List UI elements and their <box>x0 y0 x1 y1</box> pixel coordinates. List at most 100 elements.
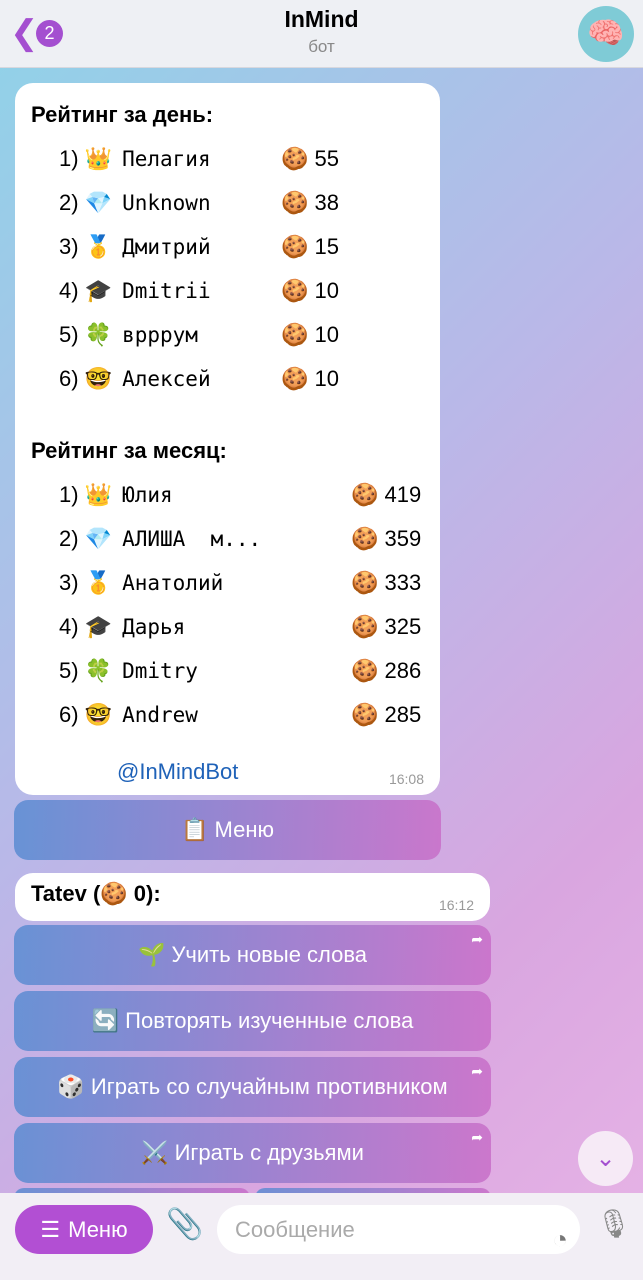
back-chevron-icon[interactable]: ❮ <box>10 14 39 52</box>
menu-label: Меню <box>68 1216 128 1242</box>
cookie-icon: 🍪 <box>351 614 379 639</box>
rating-row: 2) 💎 АЛИША м... 🍪 359 <box>31 517 424 561</box>
place-emoji-icon: 💎 <box>84 526 113 551</box>
score-value: 419 <box>384 482 422 507</box>
share-arrow-icon: ➦ <box>471 931 483 947</box>
place-emoji-icon: 🤓 <box>84 702 113 727</box>
rank: 2) <box>59 526 79 551</box>
score-value: 359 <box>384 526 422 551</box>
composer-bar: ☰ Меню 📎 Сообщение ◔ 🎙 <box>0 1193 643 1280</box>
player-score: 🍪 419 <box>351 473 421 517</box>
learn-words-button[interactable]: 🌱 Учить новые слова ➦ <box>14 925 491 985</box>
message-input[interactable]: Сообщение ◔ <box>217 1205 580 1254</box>
rating-row: 5) 🍀 Dmitry 🍪 286 <box>31 649 424 693</box>
month-rating-title: Рейтинг за месяц: <box>31 438 227 463</box>
player-score: 🍪 285 <box>351 693 421 737</box>
player-name: Анатолий <box>122 571 224 595</box>
rank: 5) <box>59 322 79 347</box>
cookie-icon: 🍪 <box>351 658 379 683</box>
player-name: Юлия <box>122 483 173 507</box>
button-label: 🎲 Играть со случайным противником <box>57 1074 448 1099</box>
rank: 3) <box>59 570 79 595</box>
rank: 2) <box>59 190 79 215</box>
brain-icon[interactable]: 🧠 <box>578 6 634 62</box>
rating-row: 3) 🥇 Анатолий 🍪 333 <box>31 561 424 605</box>
place-emoji-icon: 🥇 <box>84 570 113 595</box>
rating-row: 4) 🎓 Dmitrii 🍪 10 <box>31 269 424 313</box>
player-name: Dmitrii <box>122 279 211 303</box>
rank: 1) <box>59 482 79 507</box>
play-friends-button[interactable]: ⚔️ Играть с друзьями ➦ <box>14 1123 491 1183</box>
unread-badge[interactable]: 2 <box>36 20 63 47</box>
place-emoji-icon: 🥇 <box>84 234 113 259</box>
repeat-words-button[interactable]: 🔄 Повторять изученные слова <box>14 991 491 1051</box>
score-value: 286 <box>384 658 422 683</box>
player-name: Дмитрий <box>122 235 211 259</box>
cookie-icon: 🍪 <box>281 190 309 215</box>
score-value: 15 <box>314 234 340 259</box>
share-arrow-icon: ➦ <box>471 1129 483 1145</box>
menu-inline-button[interactable]: 📋 Меню <box>14 800 441 860</box>
scroll-down-chevron-icon[interactable]: ⌄ <box>578 1131 633 1186</box>
rating-row: 5) 🍀 врррум 🍪 10 <box>31 313 424 357</box>
score-value: 55 <box>314 146 340 171</box>
rank: 6) <box>59 366 79 391</box>
player-score: 🍪 359 <box>351 517 421 561</box>
rank: 6) <box>59 702 79 727</box>
sticker-icon[interactable]: ◔ <box>552 1224 568 1254</box>
score-value: 10 <box>314 366 340 391</box>
rating-message: Рейтинг за день: 1) 👑 Пелагия 🍪 55 2) 💎 Unkn… <box>15 83 440 795</box>
score-value: 325 <box>384 614 422 639</box>
player-score: 🍪 10 <box>281 313 339 357</box>
rating-row: 1) 👑 Пелагия 🍪 55 <box>31 137 424 181</box>
player-name: Andrew <box>122 703 198 727</box>
player-name: Dmitry <box>122 659 198 683</box>
rank: 4) <box>59 614 79 639</box>
message-placeholder: Сообщение <box>235 1217 355 1242</box>
chat-title: InMind <box>284 6 359 32</box>
bot-menu-button[interactable]: ☰ Меню <box>15 1205 153 1254</box>
score-value: 333 <box>384 570 422 595</box>
cookie-icon: 🍪 <box>281 234 309 259</box>
player-score: 🍪 286 <box>351 649 421 693</box>
hamburger-icon: ☰ <box>40 1216 61 1242</box>
player-score: 🍪 15 <box>281 225 339 269</box>
score-value: 10 <box>314 322 340 347</box>
player-name: врррум <box>122 323 198 347</box>
cookie-icon: 🍪 <box>351 702 379 727</box>
chat-header: ❮ 2 InMind бот 🧠 <box>0 0 643 68</box>
player-name: Дарья <box>122 615 186 639</box>
rating-row: 6) 🤓 Andrew 🍪 285 <box>31 693 424 737</box>
rank: 5) <box>59 658 79 683</box>
player-score: 🍪 10 <box>281 357 339 401</box>
place-emoji-icon: 🍀 <box>84 322 113 347</box>
player-score: 🍪 38 <box>281 181 339 225</box>
button-label: ⚔️ Играть с друзьями <box>141 1140 364 1165</box>
player-score: 🍪 55 <box>281 137 339 181</box>
player-score: 🍪 325 <box>351 605 421 649</box>
rank: 4) <box>59 278 79 303</box>
player-name: Unknown <box>122 191 211 215</box>
rating-row: 2) 💎 Unknown 🍪 38 <box>31 181 424 225</box>
place-emoji-icon: 🤓 <box>84 366 113 391</box>
message-time: 16:12 <box>438 897 474 913</box>
score-value: 10 <box>314 278 340 303</box>
chat-subtitle: бот <box>308 37 335 56</box>
paperclip-icon[interactable]: 📎 <box>166 1208 204 1241</box>
player-name: АЛИША м... <box>122 527 262 551</box>
day-rating-title: Рейтинг за день: <box>31 102 214 127</box>
score-value: 285 <box>384 702 422 727</box>
random-opponent-button[interactable]: 🎲 Играть со случайным противником ➦ <box>14 1057 491 1117</box>
user-score-text: Tatev (🍪 0): <box>31 881 161 906</box>
cookie-icon: 🍪 <box>281 146 309 171</box>
place-emoji-icon: 👑 <box>84 482 113 507</box>
place-emoji-icon: 🎓 <box>84 278 113 303</box>
place-emoji-icon: 💎 <box>84 190 113 215</box>
bot-link[interactable]: @InMindBot <box>117 759 239 784</box>
cookie-icon: 🍪 <box>281 366 309 391</box>
cookie-icon: 🍪 <box>351 570 379 595</box>
rating-row: 1) 👑 Юлия 🍪 419 <box>31 473 424 517</box>
share-arrow-icon: ➦ <box>471 1063 483 1079</box>
rating-row: 3) 🥇 Дмитрий 🍪 15 <box>31 225 424 269</box>
microphone-icon[interactable]: 🎙 <box>596 1208 632 1239</box>
